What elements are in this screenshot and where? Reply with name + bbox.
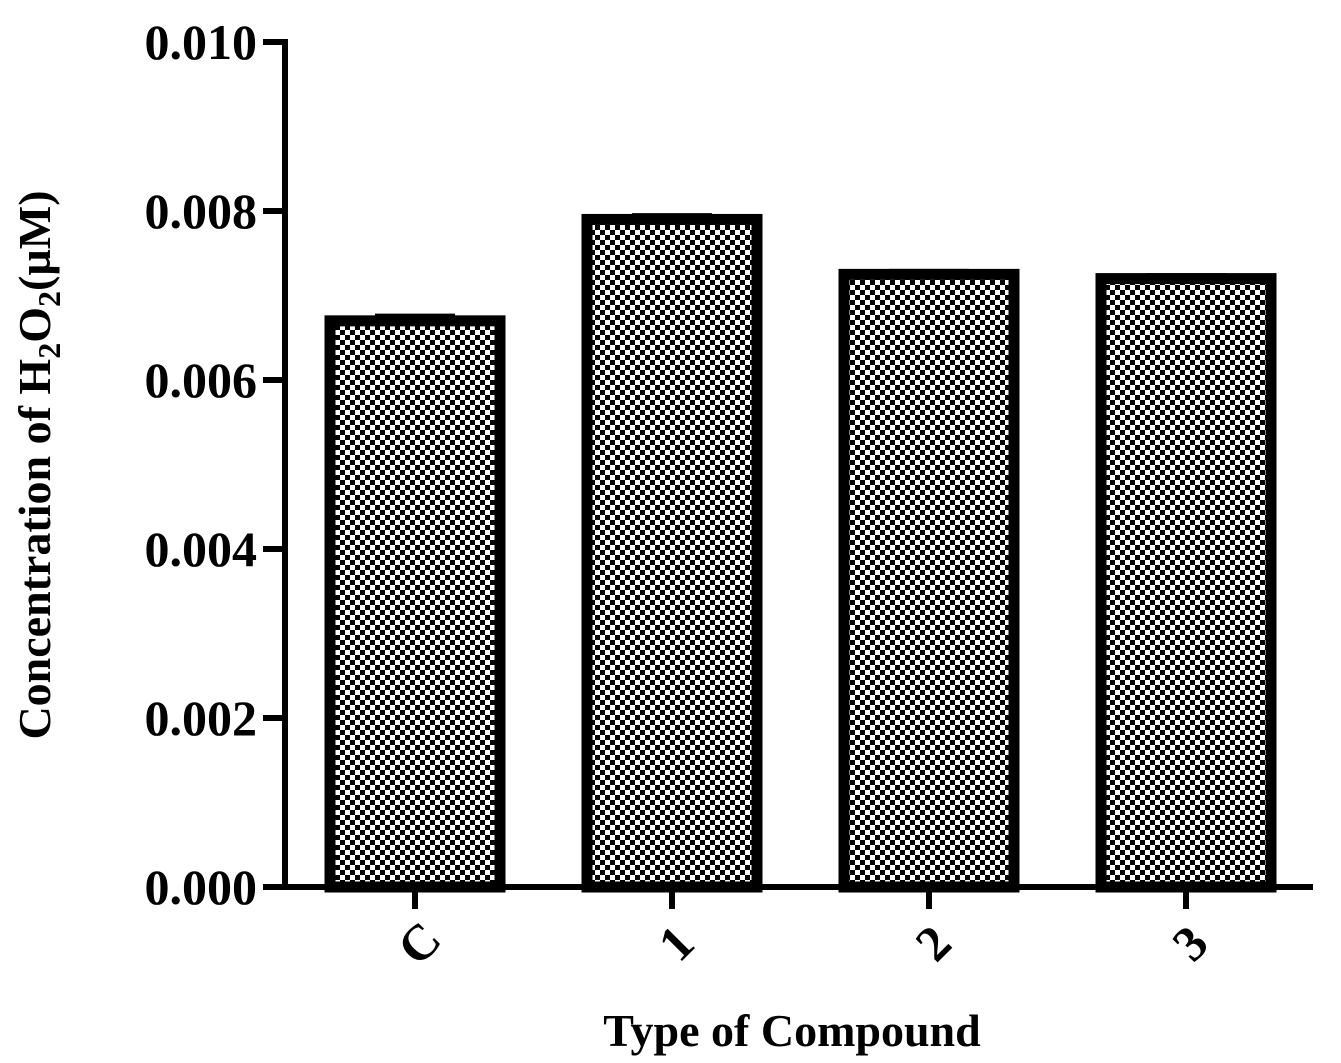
y-axis-title-mid: O <box>9 307 60 343</box>
y-axis-title-sub2: 2 <box>31 291 67 307</box>
y-axis-title-suffix: (µM) <box>9 190 60 291</box>
x-tick-label-3: 3 <box>1161 914 1218 971</box>
bar-group-3 <box>1095 273 1277 893</box>
bar-group-C <box>324 313 506 893</box>
bar-group-1 <box>581 213 763 893</box>
x-tick-label-2: 2 <box>904 914 961 971</box>
bars-layer <box>324 213 1277 893</box>
x-tick-label-1: 1 <box>647 914 704 971</box>
x-axis-title: Type of Compound <box>603 1005 981 1056</box>
y-axis-title: Concentration of H2O2(µM) <box>9 190 67 739</box>
y-tick-label: 0.006 <box>145 352 258 408</box>
y-axis-title-prefix: Concentration of H <box>9 359 60 740</box>
x-tick-label-C: C <box>386 910 451 975</box>
y-axis-title-sub1: 2 <box>31 343 67 359</box>
axes-layer <box>282 39 1313 890</box>
bar-1 <box>581 213 763 893</box>
y-tick-label: 0.002 <box>145 690 258 746</box>
y-tick-label: 0.008 <box>145 183 258 239</box>
y-tick-label: 0.010 <box>145 14 258 70</box>
bar-group-2 <box>838 268 1020 893</box>
x-ticks: C 1 2 3 <box>386 887 1219 976</box>
bar-C <box>324 315 506 893</box>
y-tick-label: 0.004 <box>145 521 258 577</box>
y-tick-label: 0.000 <box>145 859 258 915</box>
bar-3 <box>1095 273 1277 893</box>
y-ticks: 0.000 0.002 0.004 0.006 0.008 0.010 <box>145 14 285 915</box>
bar-2 <box>838 268 1020 893</box>
